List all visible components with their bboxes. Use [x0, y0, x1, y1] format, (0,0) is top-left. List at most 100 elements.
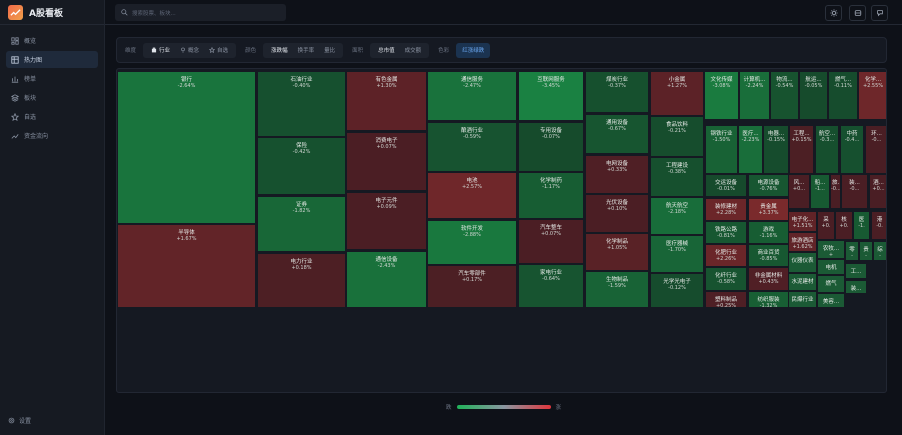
treemap-tile[interactable]: 核 +0. — [836, 212, 852, 239]
treemap-tile[interactable]: 化学制药 -1.17% — [519, 173, 583, 218]
treemap-tile[interactable]: 通信服务 -2.47% — [428, 72, 516, 120]
treemap-tile[interactable]: 仪器仪表 — [789, 253, 816, 272]
treemap-tile[interactable]: 半导体 +1.67% — [118, 225, 255, 307]
treemap-tile[interactable]: 游戏 -1.16% — [749, 222, 788, 243]
treemap-tile[interactable]: 贵- — [860, 242, 872, 260]
treemap-tile[interactable]: 装修建材 +2.28% — [706, 199, 746, 220]
sidebar-item-rankings[interactable]: 榜单 — [6, 70, 98, 87]
treemap-tile[interactable]: 航空... -0.3... — [816, 126, 838, 173]
theme-toggle-button[interactable] — [825, 5, 842, 21]
sidebar-item-sectors[interactable]: 板块 — [6, 89, 98, 106]
treemap-tile[interactable]: 化肥行业 +2.26% — [706, 245, 746, 266]
treemap-tile[interactable]: 电机 — [818, 260, 844, 274]
treemap-tile[interactable]: 小金属 +1.27% — [651, 72, 703, 115]
treemap-tile[interactable]: 工程建设 -0.38% — [651, 158, 703, 196]
sidebar-item-overview[interactable]: 概览 — [6, 32, 98, 49]
treemap-tile[interactable]: 民爆行业 — [789, 292, 816, 307]
treemap-tile[interactable]: 美容... — [818, 294, 844, 307]
treemap-tile[interactable]: 光学光电子 -0.12% — [651, 274, 703, 307]
treemap-tile[interactable]: 钢铁行业 -1.50% — [706, 126, 737, 173]
treemap-tile[interactable]: 互联网服务 -3.45% — [519, 72, 583, 120]
treemap-tile[interactable]: 环... -0... — [866, 126, 886, 173]
treemap-tile[interactable]: 电源设备 -0.76% — [749, 175, 788, 196]
treemap-tile[interactable]: 家电行业 -0.64% — [519, 265, 583, 307]
treemap-tile[interactable]: 燃气... -0.11% — [829, 72, 857, 119]
treemap-tile[interactable]: 汽车整车 +0.07% — [519, 220, 583, 263]
treemap-tile[interactable]: 航运... -0.05% — [800, 72, 827, 119]
treemap-tile[interactable]: 铁路公路 -0.81% — [706, 222, 746, 243]
treemap-tile[interactable]: 石油行业 -0.40% — [258, 72, 345, 136]
sidebar-item-heatmap[interactable]: 热力图 — [6, 51, 98, 68]
dimension-watchlist[interactable]: 自选 — [204, 46, 233, 54]
treemap-tile[interactable]: 计算机... -2.24% — [740, 72, 769, 119]
search-input[interactable]: 搜索股票、板块... — [115, 4, 286, 21]
settings-button[interactable]: 设置 — [8, 416, 31, 425]
treemap-tile[interactable]: 银行 -2.64% — [118, 72, 255, 223]
treemap-tile[interactable]: 非金属材料 +0.43% — [749, 268, 788, 290]
treemap-tile[interactable]: 电子化... +1.51% — [789, 212, 816, 231]
treemap-tile[interactable]: 纺织服装 -1.32% — [749, 292, 788, 307]
treemap-tile[interactable]: 商业百货 -0.85% — [749, 245, 788, 266]
treemap-tile[interactable]: 煤炭行业 -0.37% — [586, 72, 648, 112]
treemap-tile[interactable]: 消费电子 +0.07% — [347, 133, 426, 190]
treemap-tile[interactable]: 航天航空 -2.18% — [651, 198, 703, 234]
color-turnover[interactable]: 换手率 — [297, 48, 315, 54]
treemap-tile[interactable]: 电网设备 +0.33% — [586, 156, 648, 193]
treemap-tile[interactable]: 医疗器械 -1.70% — [651, 236, 703, 272]
color-volume-ratio[interactable]: 量比 — [324, 48, 336, 54]
treemap-tile[interactable]: 专用设备 -0.07% — [519, 123, 583, 171]
color-scheme-button[interactable]: 红涨绿跌 — [456, 42, 491, 58]
treemap-tile[interactable]: 光伏设备 +0.10% — [586, 195, 648, 232]
treemap-tile[interactable]: 贵金属 +3.37% — [749, 199, 788, 220]
treemap-tile[interactable]: 旅...-0... — [831, 175, 840, 208]
treemap-tile[interactable]: 燃气 — [818, 276, 844, 292]
area-market-cap[interactable]: 总市值 — [378, 48, 395, 54]
treemap-tile[interactable]: 化学制品 +1.05% — [586, 234, 648, 270]
dimension-industry[interactable]: 行业 — [146, 46, 175, 54]
notification-button[interactable] — [871, 5, 888, 21]
treemap-tile[interactable]: 风... +0... — [789, 175, 809, 208]
treemap-tile[interactable]: 汽车零部件 +0.17% — [428, 266, 516, 307]
treemap-tile[interactable]: 电子元件 +0.09% — [347, 193, 426, 249]
treemap-tile[interactable]: 采 +0. — [818, 212, 834, 239]
sidebar-item-capital-flow[interactable]: 资金流向 — [6, 127, 98, 144]
treemap-tile[interactable]: 软件开发 -2.88% — [428, 221, 516, 264]
treemap-tile[interactable]: 电力行业 +0.18% — [258, 254, 345, 307]
sidebar-item-watchlist[interactable]: 自选 — [6, 108, 98, 125]
treemap-tile[interactable]: 医 -1. — [854, 212, 869, 239]
treemap-tile[interactable]: 生物制品 -1.59% — [586, 272, 648, 307]
treemap-tile[interactable]: 通信设备 -2.43% — [347, 252, 426, 307]
treemap-tile[interactable]: 装... -0... — [842, 175, 867, 208]
treemap-tile[interactable]: 物流... -0.54% — [771, 72, 798, 119]
treemap-tile[interactable]: 塑料制品 +0.25% — [706, 292, 746, 307]
treemap-tile[interactable]: 零- — [846, 242, 858, 260]
area-turnover[interactable]: 成交额 — [404, 48, 422, 54]
treemap-tile[interactable]: 综- — [874, 242, 886, 260]
treemap-tile[interactable]: 电池 +2.57% — [428, 173, 516, 218]
treemap-tile[interactable]: 农牧... + — [818, 241, 844, 258]
treemap-tile[interactable]: 工程... +0.15% — [790, 126, 813, 173]
treemap-tile[interactable]: 酒... +0... — [870, 175, 886, 208]
treemap-tile[interactable]: 酿酒行业 -0.59% — [428, 123, 516, 171]
treemap-tile[interactable]: 化学... +2.55% — [859, 72, 886, 119]
treemap-tile[interactable]: 保险 -0.42% — [258, 138, 345, 194]
treemap-tile[interactable]: 旅游酒店 +1.62% — [789, 233, 816, 251]
treemap-tile[interactable]: 装... — [846, 281, 866, 293]
treemap-tile[interactable]: 化纤行业 -0.58% — [706, 268, 746, 290]
treemap-tile[interactable]: 水泥建材 — [789, 274, 816, 290]
treemap-tile[interactable]: 文化传媒 -3.08% — [705, 72, 738, 119]
treemap-tile[interactable]: 工... — [846, 264, 866, 278]
treemap-tile[interactable]: 证券 -1.82% — [258, 197, 345, 251]
treemap-tile[interactable]: 电器... -0.15% — [764, 126, 788, 173]
treemap-tile[interactable]: 通用设备 -0.67% — [586, 115, 648, 153]
treemap-tile[interactable]: 交运设备 -0.01% — [706, 175, 746, 196]
treemap-tile[interactable]: 中药 -0.4... — [841, 126, 863, 173]
treemap-tile[interactable]: 食品饮料 -0.21% — [651, 117, 703, 156]
refresh-button[interactable] — [849, 5, 866, 21]
treemap-tile[interactable]: 船... -1... — [811, 175, 829, 208]
treemap-tile[interactable]: 有色金属 +1.30% — [347, 72, 426, 130]
treemap-tile[interactable]: 港 -0. — [872, 212, 886, 239]
color-change-pct[interactable]: 涨跌幅 — [271, 48, 288, 54]
dimension-concept[interactable]: 概念 — [175, 46, 204, 54]
treemap-tile[interactable]: 医疗... -2.23% — [739, 126, 762, 173]
